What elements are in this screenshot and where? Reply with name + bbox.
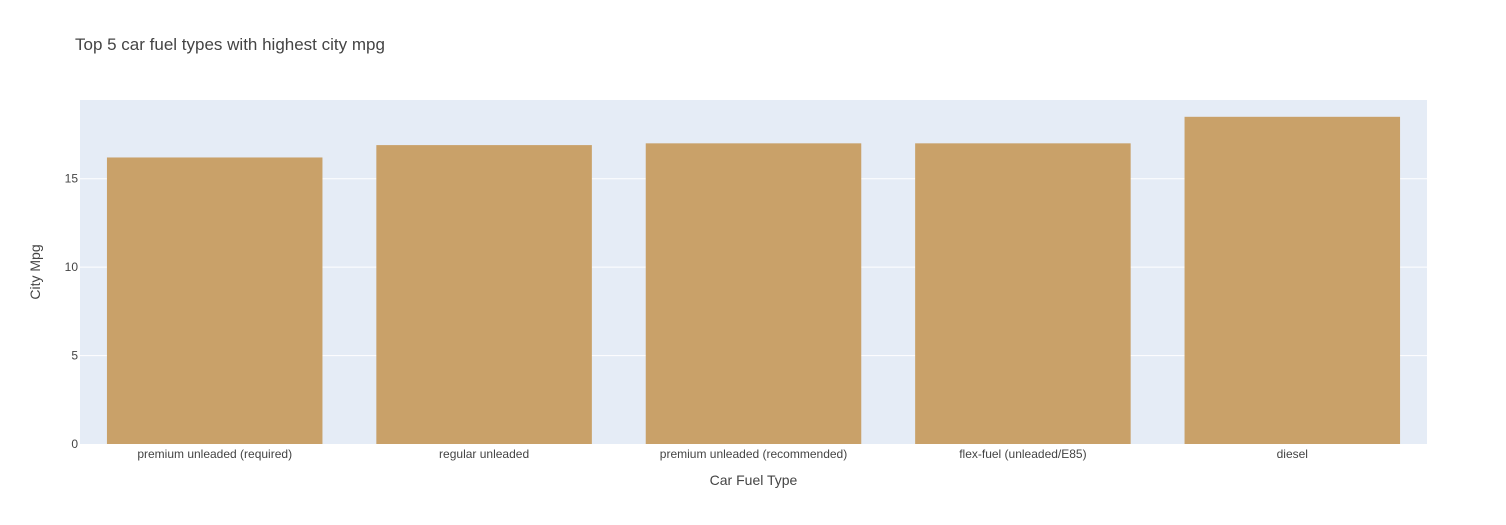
y-axis-ticks: 0 5 10 15 [65,172,79,451]
y-tick-label: 10 [65,260,79,274]
x-axis-ticks: premium unleaded (required) regular unlea… [137,447,1308,461]
bar[interactable] [106,157,323,444]
x-tick-label: diesel [1277,447,1308,461]
chart-title: Top 5 car fuel types with highest city m… [75,35,385,54]
x-axis-title: Car Fuel Type [710,472,798,488]
y-tick-label: 0 [71,437,78,451]
y-axis-title: City Mpg [27,244,43,299]
y-tick-label: 5 [71,349,78,363]
bar[interactable] [915,143,1131,445]
x-tick-label: premium unleaded (recommended) [660,447,847,461]
bar[interactable] [1184,116,1401,444]
bars [106,116,1401,445]
x-tick-label: regular unleaded [439,447,529,461]
y-tick-label: 15 [65,172,79,186]
bar[interactable] [645,143,862,445]
bar[interactable] [376,145,592,444]
x-tick-label: premium unleaded (required) [137,447,292,461]
x-tick-label: flex-fuel (unleaded/E85) [959,447,1086,461]
